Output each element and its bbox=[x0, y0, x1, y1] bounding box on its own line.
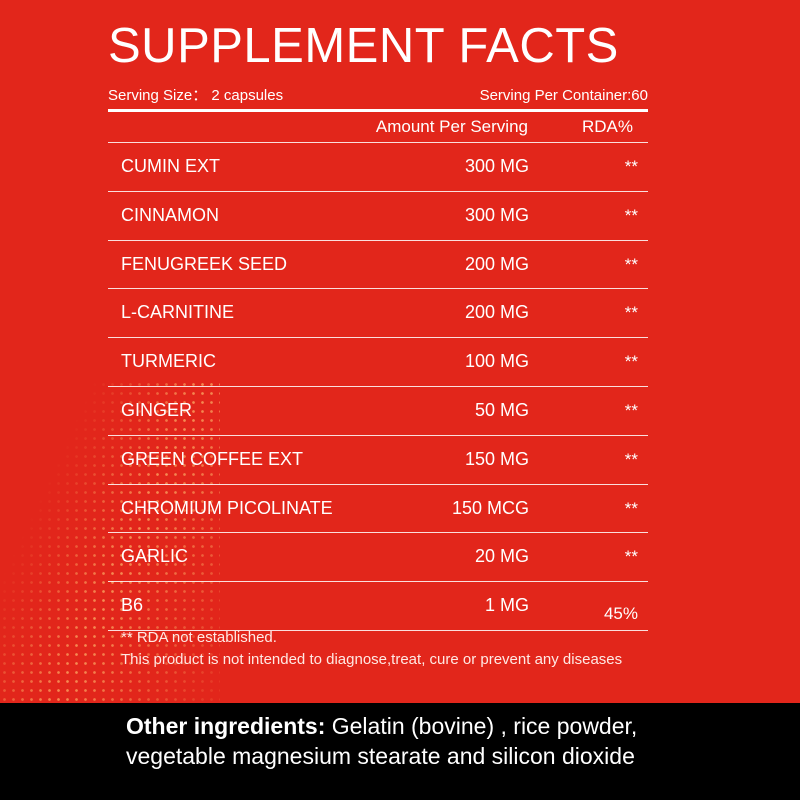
table-row: GREEN COFFEE EXT 150 MG ** bbox=[108, 434, 648, 484]
ingredient-amount: 300 MG bbox=[464, 156, 529, 176]
other-ingredients-label: Other ingredients: bbox=[126, 713, 326, 739]
ingredient-rda: ** bbox=[624, 303, 638, 323]
footnotes: ** RDA not established. This product is … bbox=[121, 627, 622, 671]
ingredient-rda: ** bbox=[624, 205, 638, 225]
table-row: TURMERIC 100 MG ** bbox=[108, 337, 648, 386]
ingredient-name: CINNAMON bbox=[121, 204, 219, 225]
ingredient-rda: ** bbox=[624, 498, 638, 518]
ingredient-amount: 200 MG bbox=[464, 253, 529, 274]
ingredient-name: B6 bbox=[121, 595, 144, 616]
ingredient-amount: 200 MG bbox=[464, 302, 529, 323]
other-ingredients-band bbox=[0, 703, 800, 800]
ingredient-name: GARLIC bbox=[121, 546, 189, 567]
table-row: GARLIC 20 MG ** bbox=[108, 532, 648, 581]
ingredient-amount: 100 MG bbox=[464, 351, 529, 372]
table-row: CUMIN EXT 300 MG ** bbox=[108, 142, 648, 191]
ingredient-amount: 150 MCG bbox=[451, 497, 529, 518]
serving-info-row: Serving Size： 2 capsules Serving Per Con… bbox=[108, 86, 648, 106]
ingredient-amount: 1 MG bbox=[484, 595, 529, 616]
ingredient-rda: ** bbox=[624, 254, 638, 274]
serving-size: Serving Size： 2 capsules bbox=[108, 87, 284, 104]
ingredient-table: CUMIN EXT 300 MG ** CINNAMON 300 MG ** FENUGRE… bbox=[108, 142, 648, 631]
servings-per-container: Serving Per Container:60 bbox=[479, 87, 648, 104]
rda-column-header: RDA% bbox=[582, 117, 634, 136]
table-row: CINNAMON 300 MG ** bbox=[108, 190, 648, 240]
table-row: CHROMIUM PICOLINATE 150 MCG ** bbox=[108, 483, 648, 533]
ingredient-name: FENUGREEK SEED bbox=[121, 253, 288, 274]
ingredient-rda: ** bbox=[624, 157, 638, 176]
table-row: L-CARNITINE 200 MG ** bbox=[108, 288, 648, 337]
ingredient-amount: 50 MG bbox=[474, 399, 529, 420]
other-ingredients-text: Gelatin (bovine) , rice powder, bbox=[325, 713, 638, 739]
ingredient-name: CHROMIUM PICOLINATE bbox=[121, 497, 333, 518]
table-row: B6 1 MG 45% bbox=[108, 581, 648, 631]
ingredient-name: CUMIN EXT bbox=[121, 156, 220, 176]
ingredient-rda: ** bbox=[624, 352, 638, 372]
ingredient-amount: 20 MG bbox=[474, 546, 529, 567]
header-divider bbox=[108, 109, 648, 112]
table-row: FENUGREEK SEED 200 MG ** bbox=[108, 239, 648, 289]
ingredient-amount: 300 MG bbox=[464, 204, 529, 225]
other-ingredients: Other ingredients: Gelatin (bovine) , ri… bbox=[126, 711, 766, 771]
ingredient-name: GINGER bbox=[121, 399, 193, 420]
page-title: SUPPLEMENT FACTS bbox=[108, 19, 619, 73]
disclaimer: This product is not intended to diagnose… bbox=[121, 651, 623, 668]
ingredient-rda: 45% bbox=[603, 604, 638, 624]
rda-footnote: ** RDA not established. bbox=[121, 629, 277, 646]
ingredient-rda: ** bbox=[624, 400, 638, 420]
amount-column-header: Amount Per Serving bbox=[375, 117, 528, 136]
other-ingredients-text-line2: vegetable magnesium stearate and silicon… bbox=[126, 743, 635, 769]
table-row: GINGER 50 MG ** bbox=[108, 385, 648, 435]
ingredient-name: GREEN COFFEE EXT bbox=[121, 448, 304, 469]
ingredient-rda: ** bbox=[624, 547, 638, 567]
ingredient-rda: ** bbox=[624, 449, 638, 469]
ingredient-name: L-CARNITINE bbox=[121, 302, 235, 323]
ingredient-amount: 150 MG bbox=[464, 448, 529, 469]
ingredient-name: TURMERIC bbox=[121, 351, 216, 372]
